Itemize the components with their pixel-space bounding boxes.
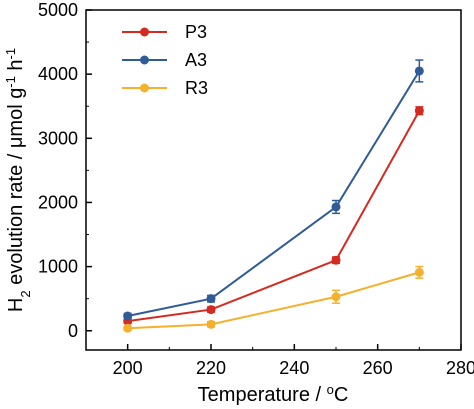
y-tick-label: 1000 (38, 257, 78, 277)
x-tick-label: 240 (279, 358, 309, 378)
series-line-r3 (127, 271, 420, 330)
y-tick-label: 3000 (38, 128, 78, 148)
legend-label-a3: A3 (185, 50, 207, 70)
legend: P3 A3 R3 (122, 22, 208, 98)
x-tick-label: 200 (113, 358, 143, 378)
x-tick-label: 220 (196, 358, 226, 378)
legend-label-p3: P3 (185, 22, 207, 42)
plot-frame (85, 9, 462, 351)
data-point-p3 (331, 255, 341, 265)
y-axis-title: H2 evolution rate / μmol g-1 h-1 (3, 48, 33, 312)
data-point-a3 (414, 66, 424, 76)
x-tick-label: 280 (446, 358, 474, 378)
y-tick-label: 0 (68, 321, 78, 341)
data-point-p3 (414, 106, 424, 116)
data-point-a3 (206, 294, 216, 304)
y-tick-label: 5000 (38, 0, 78, 20)
y-axis-ticks: 0 1000 2000 3000 4000 5000 (38, 0, 92, 341)
series-line-p3 (127, 110, 421, 323)
x-axis-ticks: 200 220 240 260 280 (113, 344, 474, 378)
legend-marker-p3 (140, 27, 149, 37)
series-line-a3 (127, 70, 421, 317)
data-point-a3 (331, 202, 341, 212)
series-layer (123, 59, 424, 333)
data-point-r3 (206, 319, 216, 329)
legend-label-r3: R3 (185, 78, 208, 98)
legend-marker-r3 (140, 83, 149, 93)
data-point-r3 (331, 292, 341, 302)
x-tick-label: 260 (363, 358, 393, 378)
data-point-p3 (206, 305, 216, 315)
x-axis-title: Temperature / oC (198, 382, 349, 407)
y-tick-label: 4000 (38, 64, 78, 84)
y-tick-label: 2000 (38, 192, 78, 212)
data-point-r3 (414, 267, 424, 277)
data-point-a3 (123, 311, 133, 321)
legend-marker-a3 (140, 55, 149, 65)
data-point-r3 (123, 323, 133, 333)
